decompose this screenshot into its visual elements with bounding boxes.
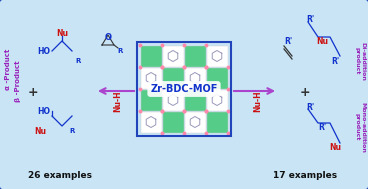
Bar [206,67,227,88]
Text: Nu-H: Nu-H [254,90,262,112]
Text: R': R' [306,102,314,112]
Text: α -Product: α -Product [5,48,11,90]
Text: Di-addition
product: Di-addition product [355,42,365,81]
Bar [141,46,162,67]
Text: +: + [28,85,38,98]
Text: Zr-BDC-MOF: Zr-BDC-MOF [150,84,218,94]
Text: Nu: Nu [56,29,68,39]
Bar [163,90,184,111]
Text: +: + [300,85,310,98]
Text: HO: HO [38,106,50,115]
Bar [184,112,205,132]
Text: 26 examples: 26 examples [28,170,92,180]
Text: Nu-H: Nu-H [113,90,123,112]
Bar [206,112,227,132]
Text: O: O [105,33,112,42]
Bar [184,67,205,88]
Bar [137,42,231,136]
Bar [206,46,227,67]
Text: R': R' [306,15,314,23]
Text: R: R [69,128,75,134]
Bar [163,46,184,67]
Text: β -Product: β -Product [15,60,21,102]
Bar [141,67,162,88]
Text: Nu: Nu [34,126,46,136]
Bar [206,90,227,111]
Text: R: R [117,48,123,54]
Bar [184,90,205,111]
Text: HO: HO [38,46,50,56]
Text: Nu: Nu [316,36,328,46]
Bar [141,90,162,111]
Bar [184,46,205,67]
Text: 17 examples: 17 examples [273,170,337,180]
Bar [163,112,184,132]
Text: Mono-addition
product: Mono-addition product [355,101,365,153]
Text: Nu: Nu [329,143,341,152]
Bar [163,67,184,88]
Text: R': R' [331,57,339,66]
Bar [141,112,162,132]
Text: R: R [75,58,81,64]
Text: R': R' [318,122,326,132]
Text: R': R' [284,36,292,46]
